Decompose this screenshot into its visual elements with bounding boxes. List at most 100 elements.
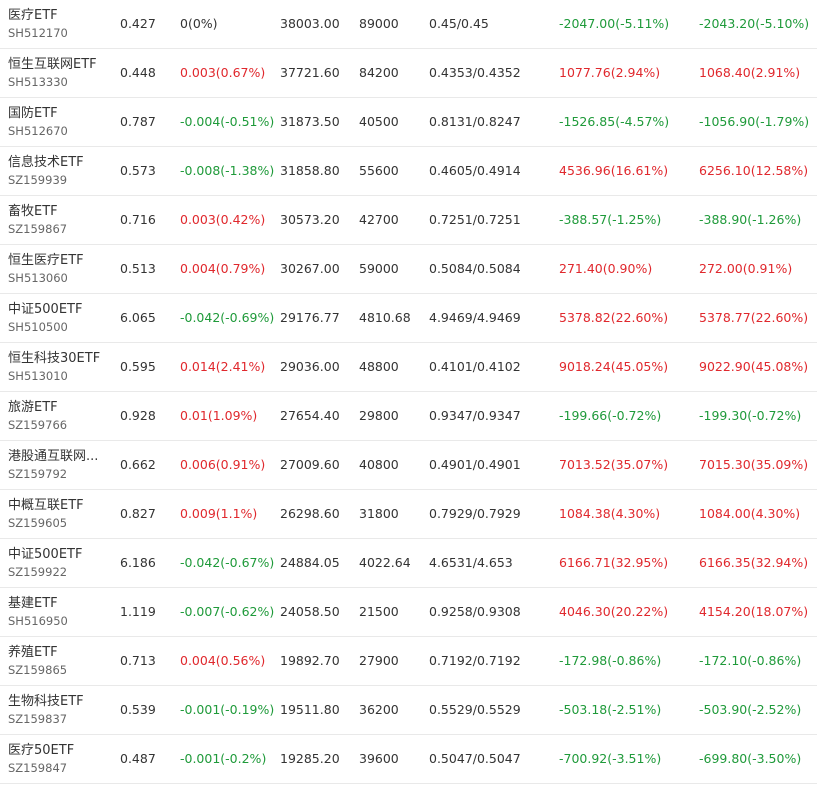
table-row[interactable]: 医疗50ETF SZ159847 0.487 -0.001(-0.2%) 19285.2… [0,735,817,784]
fund-name[interactable]: 恒生科技30ETF [8,351,101,366]
fund-name-cell[interactable]: 生物科技ETF SZ159837 [8,686,108,734]
table-row[interactable]: 畜牧ETF SZ159867 0.716 0.003(0.42%) 30573.20 42… [0,196,817,245]
fund-code: SH513010 [8,369,68,383]
fund-code: SH510500 [8,320,68,334]
profit-loss-cell: 4536.96(16.61%) [559,163,669,178]
fund-name[interactable]: 医疗50ETF [8,743,75,758]
fund-name-cell[interactable]: 中概互联ETF SZ159605 [8,490,108,538]
cost-price-cell: 0.5529/0.5529 [429,702,521,717]
fund-name[interactable]: 生物科技ETF [8,694,84,709]
change-cell: 0.004(0.56%) [180,653,266,668]
amount-cell: 30573.20 [280,212,340,227]
volume-cell: 27900 [359,653,399,668]
price-cell: 0.539 [120,702,156,717]
price-cell: 6.186 [120,555,156,570]
profit-loss-cell: -2047.00(-5.11%) [559,16,670,31]
cost-price-cell: 0.7192/0.7192 [429,653,521,668]
fund-code: SZ159792 [8,467,68,481]
change-cell: -0.001(-0.19%) [180,702,275,717]
amount-cell: 26298.60 [280,506,340,521]
cost-price-cell: 0.7251/0.7251 [429,212,521,227]
fund-name-cell[interactable]: 恒生医疗ETF SH513060 [8,245,108,293]
table-row[interactable]: 恒生医疗ETF SH513060 0.513 0.004(0.79%) 30267.00… [0,245,817,294]
fund-name-cell[interactable]: 畜牧ETF SZ159867 [8,196,108,244]
fund-name-cell[interactable]: 基建ETF SH516950 [8,588,108,636]
fund-name[interactable]: 中概互联ETF [8,498,84,513]
fund-name-cell[interactable]: 港股通互联网... SZ159792 [8,441,108,489]
table-row[interactable]: 旅游ETF SZ159766 0.928 0.01(1.09%) 27654.40 298… [0,392,817,441]
table-row[interactable]: 基建ETF SH516950 1.119 -0.007(-0.62%) 24058.50… [0,588,817,637]
profit-loss-alt-cell: 6256.10(12.58%) [699,163,809,178]
fund-name[interactable]: 恒生互联网ETF [8,57,97,72]
profit-loss-cell: -1526.85(-4.57%) [559,114,670,129]
profit-loss-cell: 6166.71(32.95%) [559,555,669,570]
change-cell: 0.006(0.91%) [180,457,266,472]
profit-loss-cell: 9018.24(45.05%) [559,359,669,374]
table-row[interactable]: 港股通互联网... SZ159792 0.662 0.006(0.91%) 27009.… [0,441,817,490]
fund-name-cell[interactable]: 医疗ETF SH512170 [8,0,108,48]
table-row[interactable]: 信息技术ETF SZ159939 0.573 -0.008(-1.38%) 31858.… [0,147,817,196]
fund-name-cell[interactable]: 恒生互联网ETF SH513330 [8,49,108,97]
table-row[interactable]: 恒生科技30ETF SH513010 0.595 0.014(2.41%) 29036.… [0,343,817,392]
fund-name[interactable]: 养殖ETF [8,645,58,660]
fund-name-cell[interactable]: 国防ETF SH512670 [8,98,108,146]
price-cell: 0.662 [120,457,156,472]
price-cell: 0.928 [120,408,156,423]
fund-name[interactable]: 医疗ETF [8,8,58,23]
price-cell: 0.713 [120,653,156,668]
fund-name-cell[interactable]: 中证500ETF SH510500 [8,294,108,342]
volume-cell: 21500 [359,604,399,619]
fund-name[interactable]: 中证500ETF [8,547,83,562]
price-cell: 0.595 [120,359,156,374]
change-cell: 0.009(1.1%) [180,506,258,521]
change-cell: 0.014(2.41%) [180,359,266,374]
cost-price-cell: 0.4101/0.4102 [429,359,521,374]
table-row[interactable]: 养殖ETF SZ159865 0.713 0.004(0.56%) 19892.70 27… [0,637,817,686]
volume-cell: 39600 [359,751,399,766]
fund-code: SZ159867 [8,222,68,236]
profit-loss-alt-cell: 4154.20(18.07%) [699,604,809,619]
profit-loss-cell: 5378.82(22.60%) [559,310,669,325]
volume-cell: 55600 [359,163,399,178]
table-row[interactable]: 中概互联ETF SZ159605 0.827 0.009(1.1%) 26298.60 3… [0,490,817,539]
volume-cell: 59000 [359,261,399,276]
price-cell: 1.119 [120,604,156,619]
fund-name-cell[interactable]: 中证500ETF SZ159922 [8,539,108,587]
table-row[interactable]: 生物科技ETF SZ159837 0.539 -0.001(-0.19%) 19511.… [0,686,817,735]
fund-name[interactable]: 恒生医疗ETF [8,253,84,268]
change-cell: 0(0%) [180,16,218,31]
fund-name[interactable]: 国防ETF [8,106,58,121]
fund-name[interactable]: 信息技术ETF [8,155,84,170]
fund-code: SH512170 [8,26,68,40]
fund-name-cell[interactable]: 信息技术ETF SZ159939 [8,147,108,195]
table-row[interactable]: 恒生互联网ETF SH513330 0.448 0.003(0.67%) 37721.6… [0,49,817,98]
fund-name[interactable]: 基建ETF [8,596,58,611]
profit-loss-cell: -503.18(-2.51%) [559,702,662,717]
amount-cell: 38003.00 [280,16,340,31]
fund-name[interactable]: 旅游ETF [8,400,58,415]
change-cell: -0.001(-0.2%) [180,751,267,766]
change-cell: -0.004(-0.51%) [180,114,275,129]
cost-price-cell: 0.9347/0.9347 [429,408,521,423]
fund-name-cell[interactable]: 医疗50ETF SZ159847 [8,735,108,783]
table-row[interactable]: 中证500ETF SZ159922 6.186 -0.042(-0.67%) 24884… [0,539,817,588]
profit-loss-alt-cell: 1068.40(2.91%) [699,65,801,80]
fund-name[interactable]: 港股通互联网... [8,449,99,464]
profit-loss-alt-cell: 7015.30(35.09%) [699,457,809,472]
cost-price-cell: 4.6531/4.653 [429,555,513,570]
fund-name[interactable]: 畜牧ETF [8,204,58,219]
fund-code: SZ159837 [8,712,68,726]
fund-name-cell[interactable]: 旅游ETF SZ159766 [8,392,108,440]
fund-name-cell[interactable]: 养殖ETF SZ159865 [8,637,108,685]
fund-name-cell[interactable]: 恒生科技30ETF SH513010 [8,343,108,391]
table-row[interactable]: 中证500ETF SH510500 6.065 -0.042(-0.69%) 29176… [0,294,817,343]
volume-cell: 42700 [359,212,399,227]
table-row[interactable]: 国防ETF SH512670 0.787 -0.004(-0.51%) 31873.50… [0,98,817,147]
profit-loss-cell: -700.92(-3.51%) [559,751,662,766]
change-cell: -0.042(-0.69%) [180,310,275,325]
fund-name[interactable]: 中证500ETF [8,302,83,317]
price-cell: 0.573 [120,163,156,178]
profit-loss-cell: 7013.52(35.07%) [559,457,669,472]
profit-loss-alt-cell: 272.00(0.91%) [699,261,793,276]
table-row[interactable]: 医疗ETF SH512170 0.427 0(0%) 38003.00 89000 0.45… [0,0,817,49]
